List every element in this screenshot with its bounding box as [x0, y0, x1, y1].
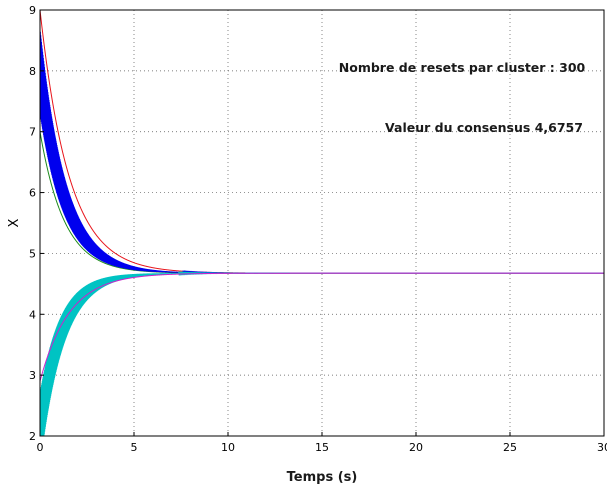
y-tick-label: 6 — [29, 187, 36, 200]
series-layer — [40, 10, 604, 436]
grid — [40, 10, 604, 436]
y-tick-label: 5 — [29, 247, 36, 260]
y-tick-label: 2 — [29, 430, 36, 443]
annotation-consensus: Valeur du consensus 4,6757 — [385, 120, 583, 135]
y-tick-label: 4 — [29, 308, 36, 321]
y-tick-label: 3 — [29, 369, 36, 382]
x-tick-label: 0 — [37, 441, 44, 454]
y-axis-label: X — [7, 218, 22, 227]
y-tick-label: 8 — [29, 65, 36, 78]
series-line-0 — [40, 10, 604, 274]
x-tick-label: 30 — [597, 441, 607, 454]
x-tick-label: 25 — [503, 441, 517, 454]
x-tick-label: 20 — [409, 441, 423, 454]
x-axis-label: Temps (s) — [287, 470, 358, 485]
x-tick-label: 10 — [221, 441, 235, 454]
series-line-4 — [40, 272, 604, 382]
x-tick-label: 15 — [315, 441, 329, 454]
annotation-resets: Nombre de resets par cluster : 300 — [339, 60, 586, 75]
axis-ticks: 0 5 10 15 20 25 30 2 3 4 5 6 7 8 9 — [29, 4, 607, 454]
x-tick-label: 5 — [131, 441, 138, 454]
y-tick-label: 7 — [29, 126, 36, 139]
y-tick-label: 9 — [29, 4, 36, 17]
